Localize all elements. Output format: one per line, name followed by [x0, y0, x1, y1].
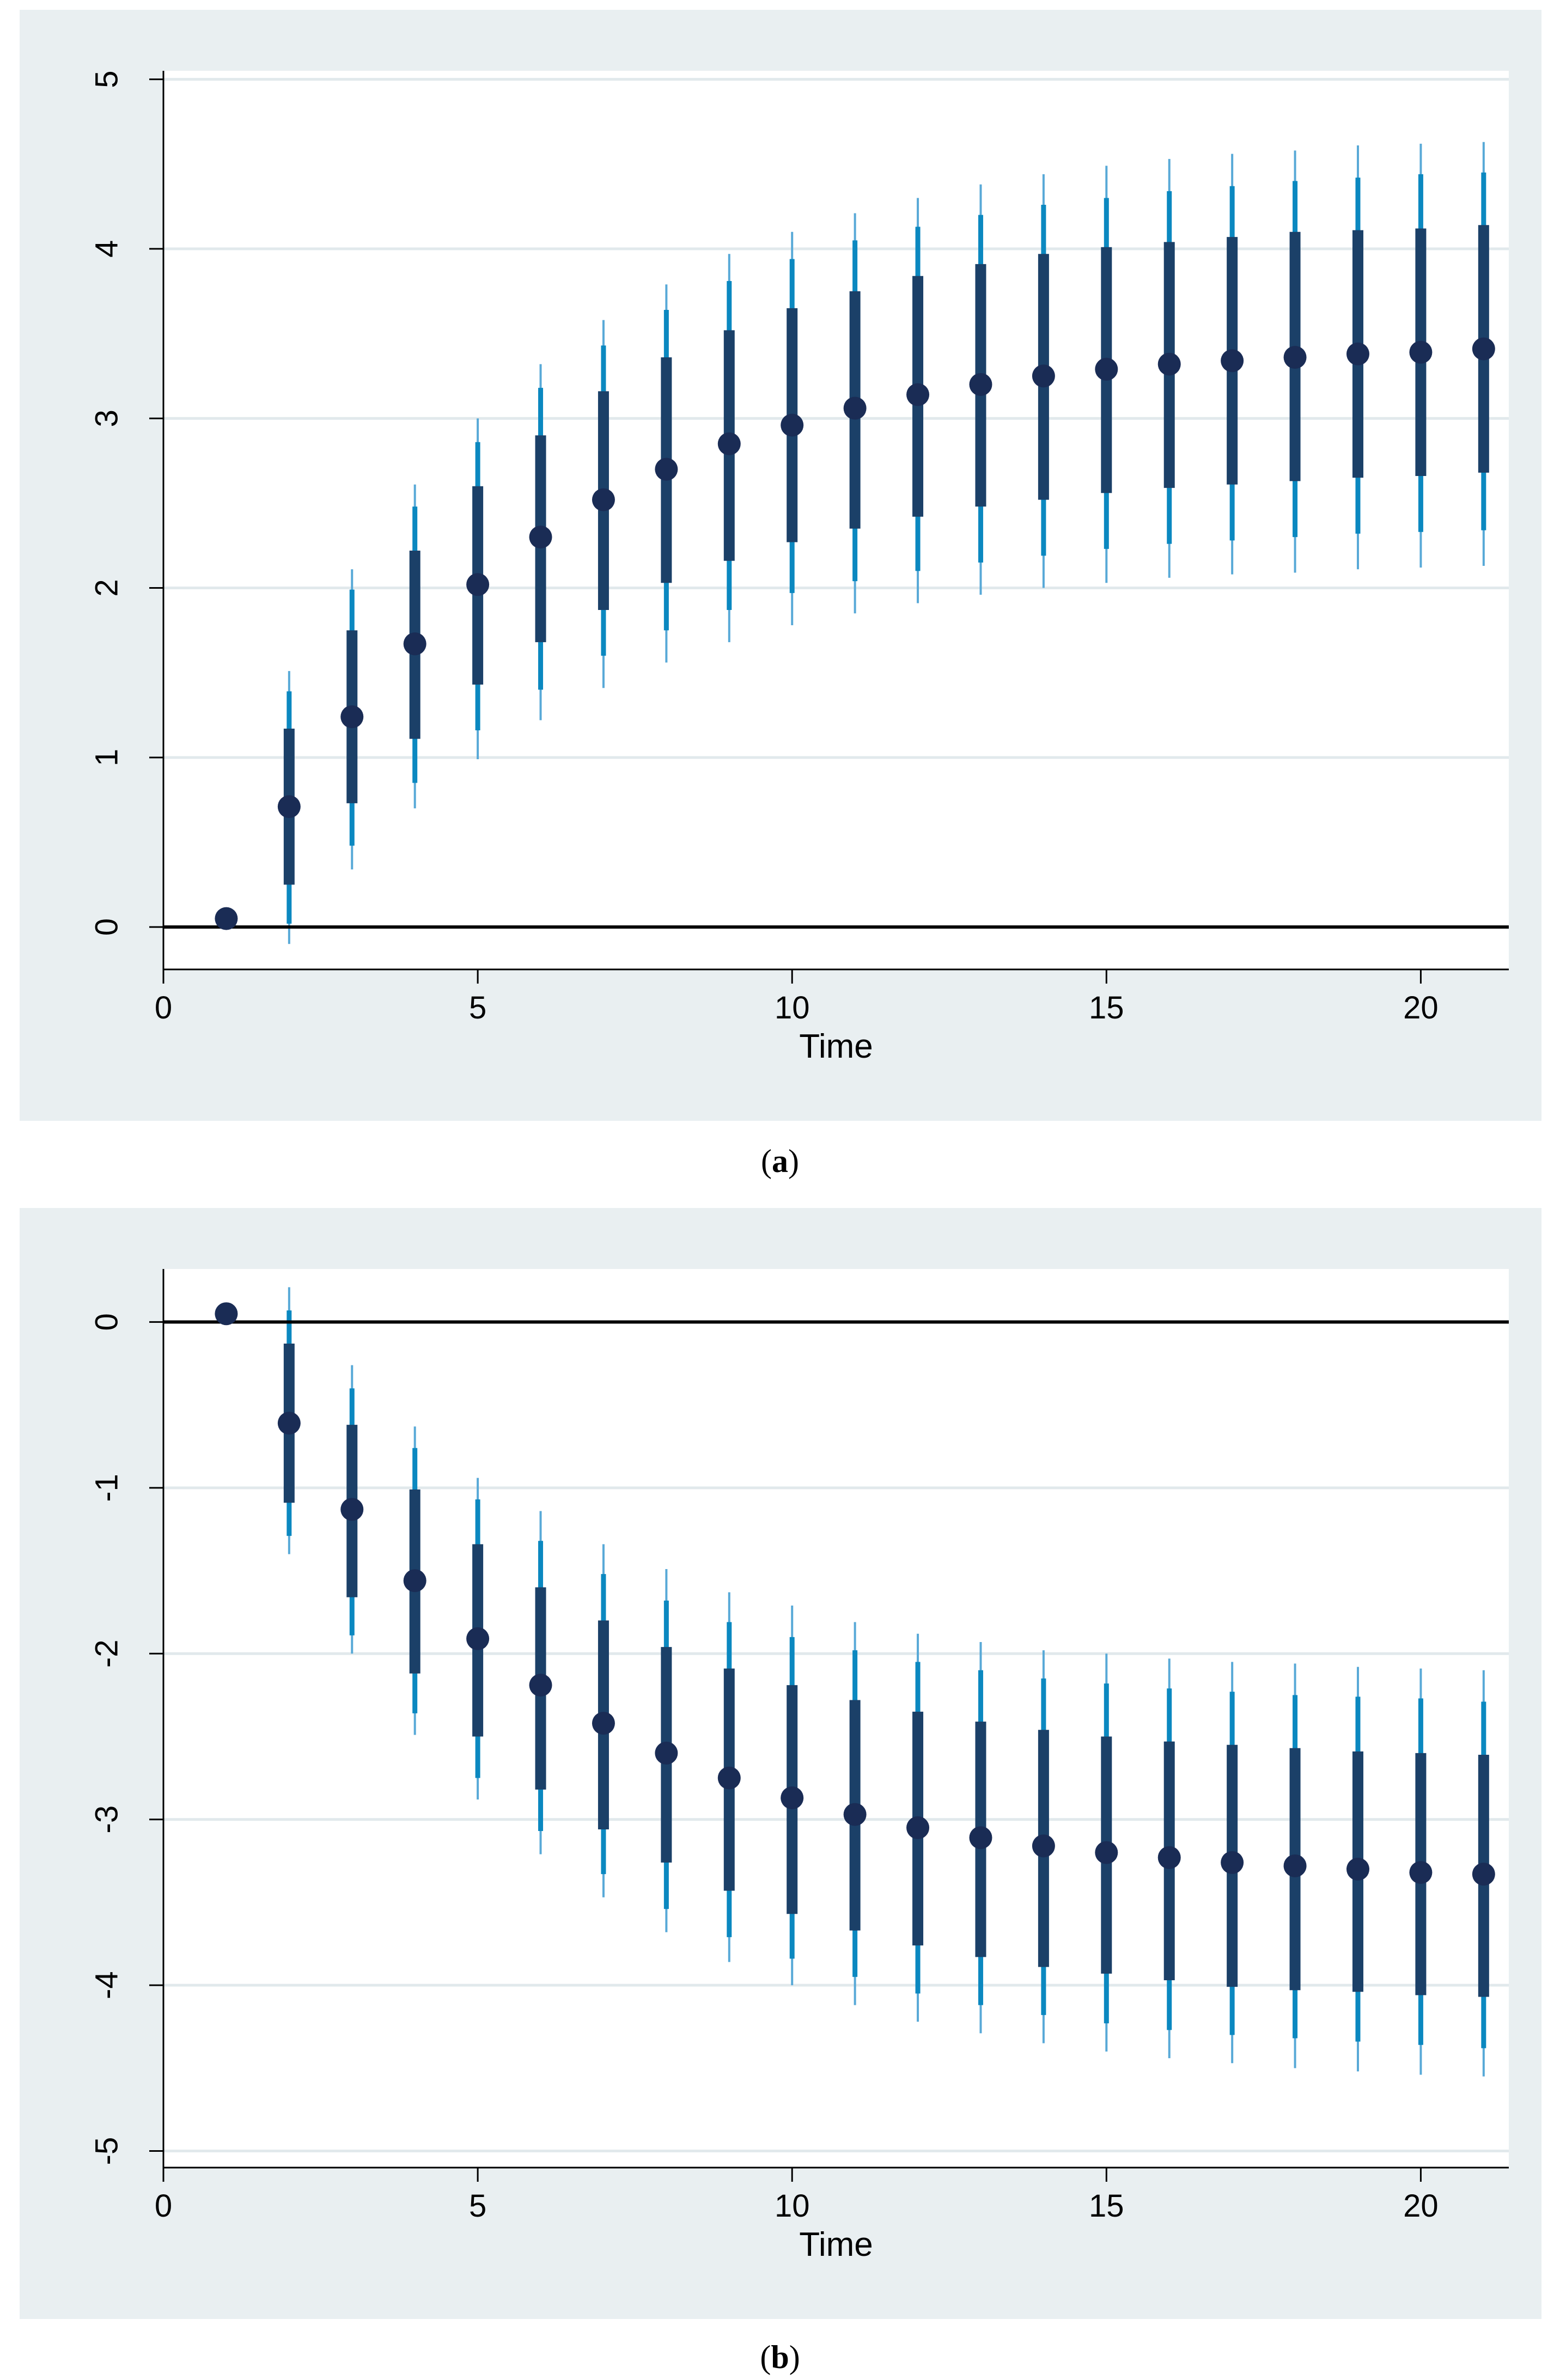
point-marker [906, 1816, 930, 1839]
x-tick-label: 5 [469, 990, 486, 1026]
y-tick-label: 4 [89, 240, 124, 258]
point-marker [1346, 342, 1369, 365]
point-marker [1157, 352, 1181, 376]
y-tick-label: 5 [89, 70, 124, 88]
plot-area [163, 71, 1509, 969]
point-marker [466, 573, 490, 596]
point-marker [1409, 1861, 1433, 1884]
chart-panel-b: 0 -1 -2 -3 -4 -5 0 5 10 15 20 Time [20, 1208, 1541, 2319]
point-marker [277, 1412, 301, 1435]
point-marker [592, 488, 615, 511]
y-tick-label: 0 [89, 918, 124, 936]
point-marker [1095, 357, 1118, 381]
y-tick-label: -5 [89, 2137, 124, 2165]
point-marker [843, 396, 867, 420]
point-marker [906, 383, 930, 406]
x-tick-label: 20 [1403, 2188, 1439, 2224]
point-marker [1409, 340, 1433, 364]
point-marker [969, 373, 992, 396]
point-marker [843, 1803, 867, 1826]
point-marker [1283, 1854, 1307, 1877]
caption-a-label: a [772, 1143, 788, 1179]
x-tick-label: 15 [1089, 990, 1124, 1026]
point-marker [466, 1627, 490, 1650]
y-tick-label: 1 [89, 749, 124, 766]
point-marker [781, 413, 804, 437]
caption-b-label: b [771, 2339, 789, 2375]
y-tick-label: -1 [89, 1474, 124, 1502]
plot-area [163, 1269, 1509, 2168]
x-axis-title: Time [799, 1028, 873, 1065]
x-tick-label: 10 [775, 990, 810, 1026]
x-tick-label: 15 [1089, 2188, 1124, 2224]
point-marker [277, 795, 301, 819]
point-marker [1472, 337, 1495, 361]
chart-panel-a: 0 1 2 3 4 5 0 5 10 15 20 Time [20, 10, 1541, 1121]
x-tick-label: 0 [155, 2188, 172, 2224]
point-marker [529, 1674, 552, 1697]
point-marker [1221, 349, 1244, 373]
point-marker [1221, 1851, 1244, 1874]
point-marker [1157, 1846, 1181, 1869]
point-marker [1283, 346, 1307, 369]
x-tick-label: 5 [469, 2188, 486, 2224]
y-tick-label: -3 [89, 1805, 124, 1834]
point-marker [1032, 1834, 1055, 1858]
point-marker [781, 1786, 804, 1810]
point-marker [655, 457, 678, 481]
point-marker [529, 526, 552, 549]
x-axis-title: Time [799, 2226, 873, 2263]
point-marker [340, 705, 364, 729]
point-marker [1032, 364, 1055, 388]
y-tick-label: 3 [89, 410, 124, 427]
point-marker [340, 1498, 364, 1521]
point-marker [1095, 1841, 1118, 1864]
y-tick-label: -2 [89, 1639, 124, 1668]
point-marker [403, 632, 426, 656]
caption-b: (b) [760, 2339, 800, 2375]
point-marker [215, 907, 238, 930]
y-tick-label: 2 [89, 579, 124, 596]
x-tick-label: 10 [775, 2188, 810, 2224]
point-marker [717, 432, 741, 455]
point-marker [1346, 1858, 1369, 1881]
caption-a: (a) [761, 1143, 799, 1179]
y-tick-label: -4 [89, 1971, 124, 1999]
point-marker [592, 1712, 615, 1735]
point-marker [215, 1302, 238, 1326]
x-tick-label: 20 [1403, 990, 1439, 1026]
point-marker [655, 1741, 678, 1765]
point-marker [403, 1569, 426, 1592]
y-tick-label: 0 [89, 1313, 124, 1331]
x-tick-label: 0 [155, 990, 172, 1026]
point-marker [717, 1766, 741, 1790]
point-marker [969, 1826, 992, 1850]
point-marker [1472, 1863, 1495, 1886]
